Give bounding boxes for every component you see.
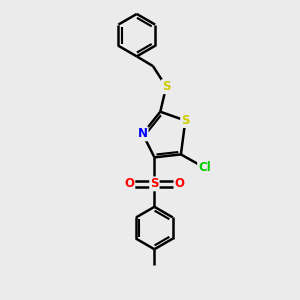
Text: O: O: [174, 177, 184, 190]
Text: O: O: [124, 177, 134, 190]
Text: S: S: [162, 80, 170, 93]
Text: S: S: [181, 114, 190, 127]
Text: S: S: [150, 177, 159, 190]
Text: Cl: Cl: [198, 161, 211, 174]
Text: N: N: [138, 127, 148, 140]
